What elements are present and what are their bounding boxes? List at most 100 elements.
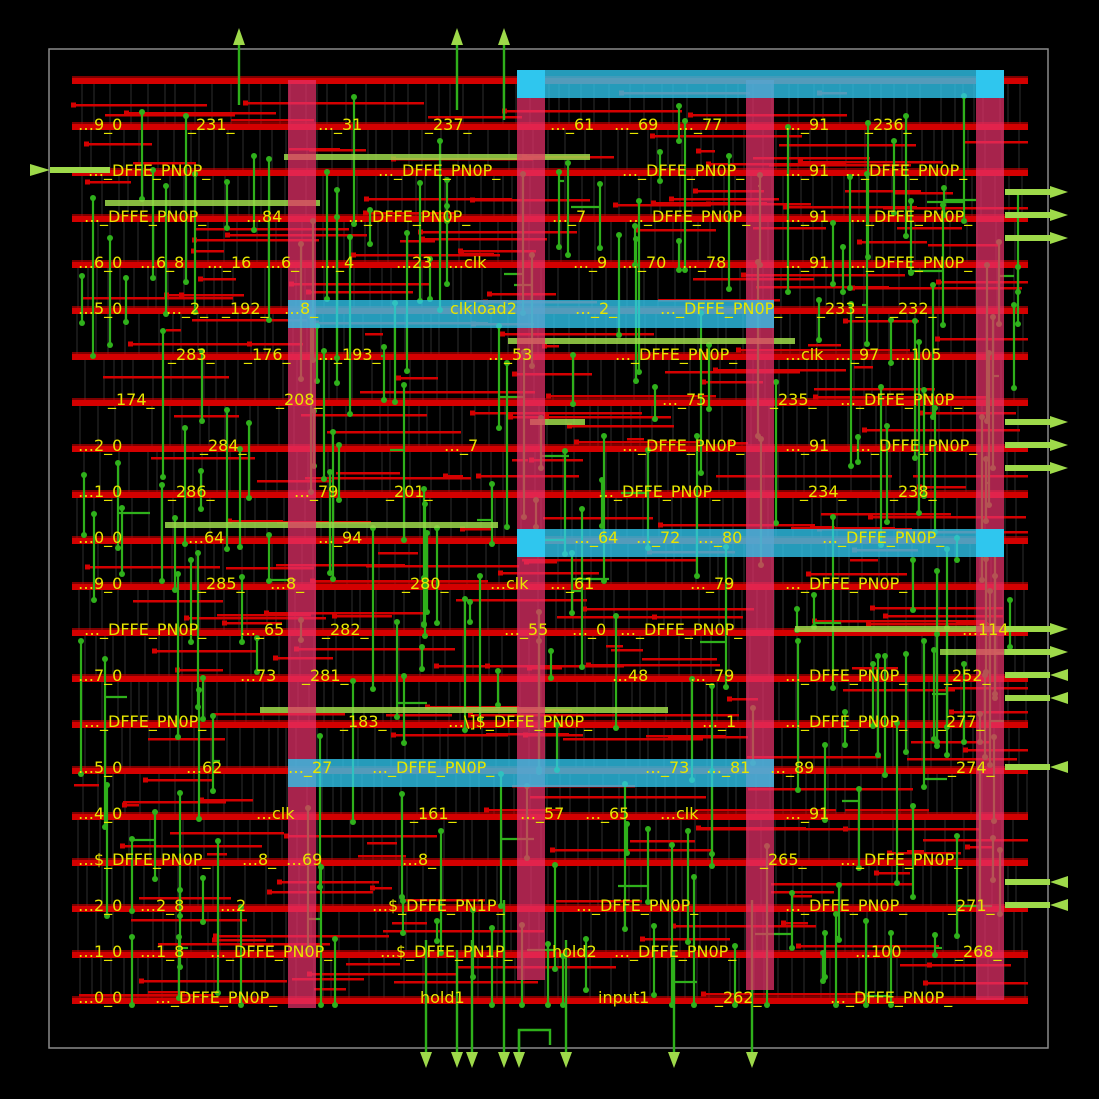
via bbox=[350, 678, 356, 684]
cell-label: …_DFFE_PN0P_ bbox=[84, 620, 207, 640]
route-segment bbox=[563, 738, 703, 741]
via bbox=[224, 225, 230, 231]
via bbox=[866, 622, 871, 627]
via bbox=[916, 510, 922, 516]
cell-label: …8_ bbox=[242, 850, 277, 870]
cell-label: _237_ bbox=[424, 115, 473, 135]
via bbox=[781, 921, 786, 926]
cell-label: …114 bbox=[962, 620, 1009, 639]
io-pin-wire bbox=[1005, 212, 1050, 218]
cell-label: …_91 bbox=[785, 207, 829, 227]
power-rail-edge bbox=[72, 352, 1028, 354]
via bbox=[496, 425, 502, 431]
cell-label: _161_ bbox=[409, 804, 458, 824]
via bbox=[79, 273, 85, 279]
cell-label: …8_ bbox=[402, 850, 437, 870]
via bbox=[318, 1002, 324, 1008]
route-segment bbox=[141, 980, 287, 983]
route-segment bbox=[854, 366, 873, 369]
via bbox=[932, 932, 938, 938]
via bbox=[546, 394, 551, 399]
cell-label: _252_ bbox=[943, 666, 992, 686]
via bbox=[910, 607, 916, 613]
via bbox=[726, 286, 732, 292]
strap-via bbox=[517, 70, 545, 98]
cell-label: …_DFFE_PN0P_ bbox=[615, 345, 738, 365]
via bbox=[417, 180, 423, 186]
cell-label: …9_0 bbox=[78, 115, 122, 135]
via bbox=[266, 532, 272, 538]
via bbox=[364, 197, 369, 202]
via bbox=[764, 1002, 770, 1008]
via bbox=[438, 828, 444, 834]
cell-label: …_DFFE_PN0P_ bbox=[378, 161, 501, 181]
via bbox=[273, 656, 278, 661]
via bbox=[796, 944, 801, 949]
strap-via bbox=[976, 70, 1004, 98]
cell-label: …_73 bbox=[645, 758, 689, 778]
route-segment bbox=[929, 964, 966, 967]
route-segment bbox=[637, 229, 716, 232]
via bbox=[476, 474, 481, 479]
cell-label: …_DFFE_PN0P_ bbox=[785, 574, 908, 594]
route-segment bbox=[715, 369, 846, 372]
via bbox=[868, 515, 873, 520]
via bbox=[570, 401, 576, 407]
cell-label: …_DFFE_PN0P_ bbox=[84, 712, 207, 732]
cell-label: …_61 bbox=[550, 115, 594, 135]
io-pin-wire bbox=[1005, 672, 1050, 678]
via bbox=[903, 651, 909, 657]
via bbox=[115, 460, 121, 466]
route-segment bbox=[543, 517, 653, 520]
via bbox=[401, 673, 407, 679]
cell-label: …_DFFE_PN0P_ bbox=[372, 758, 495, 778]
cell-label: …_53 bbox=[488, 345, 532, 365]
cell-label: …8_ bbox=[284, 299, 319, 319]
via bbox=[129, 934, 135, 940]
cell-label: …\]$_DFFE_PN0P_ bbox=[448, 712, 593, 732]
io-pin-wire bbox=[1005, 465, 1050, 471]
via bbox=[910, 557, 916, 563]
via bbox=[883, 614, 888, 619]
cell-label: _235_ bbox=[769, 390, 818, 410]
via bbox=[932, 952, 938, 958]
via bbox=[923, 981, 928, 986]
via bbox=[570, 352, 576, 358]
io-pin-wire bbox=[1005, 695, 1050, 701]
route-segment bbox=[312, 580, 488, 583]
via bbox=[842, 742, 848, 748]
cell-label: …_DFFE_PN0P_ bbox=[840, 850, 963, 870]
via bbox=[519, 1002, 525, 1008]
cell-label: …64 bbox=[188, 528, 224, 547]
route-segment bbox=[201, 799, 253, 802]
cell-label: …_DFFE_PN0P_ bbox=[660, 299, 783, 319]
strap-via bbox=[976, 529, 1004, 557]
via bbox=[107, 235, 113, 241]
cell-label: _274_ bbox=[947, 758, 996, 778]
via bbox=[601, 433, 607, 439]
via bbox=[90, 353, 96, 359]
via bbox=[691, 874, 697, 880]
io-pin-wire bbox=[1005, 649, 1050, 655]
cell-label: _262_ bbox=[714, 988, 763, 1008]
via bbox=[172, 515, 178, 521]
via bbox=[652, 416, 658, 422]
route-segment bbox=[642, 658, 717, 661]
via bbox=[200, 875, 206, 881]
power-rail bbox=[72, 492, 1028, 498]
via bbox=[394, 714, 400, 720]
via bbox=[330, 576, 336, 582]
cell-label: …_2_ bbox=[166, 299, 209, 319]
cell-label: _282_ bbox=[321, 620, 370, 640]
via bbox=[71, 103, 76, 108]
via bbox=[830, 220, 836, 226]
via bbox=[495, 668, 501, 674]
via bbox=[477, 573, 483, 579]
cell-label: …$_DFFE_PN1P_ bbox=[372, 896, 505, 916]
route-segment bbox=[700, 828, 871, 831]
route-segment bbox=[652, 135, 802, 138]
route-segment bbox=[87, 181, 131, 184]
via bbox=[888, 930, 894, 936]
via bbox=[487, 292, 492, 297]
cell-label: …_97 bbox=[835, 345, 879, 365]
